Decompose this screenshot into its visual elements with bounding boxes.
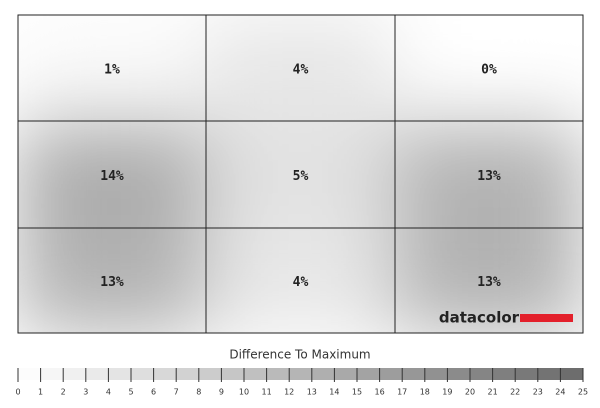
colorbar-swatch	[266, 368, 290, 380]
colorbar-tick-label: 11	[262, 388, 272, 397]
heatmap-cell	[18, 227, 207, 333]
colorbar-tick-label: 20	[465, 388, 475, 397]
colorbar-tick-label: 13	[307, 388, 317, 397]
colorbar: 0 1 2 3 4 5 6 7 8 9 10 11 12 13 14 15 16 17 18 19 20 21 22 23 24…	[15, 368, 588, 397]
colorbar-swatch	[470, 368, 493, 380]
colorbar-swatch	[244, 368, 267, 380]
colorbar-swatch	[108, 368, 131, 380]
colorbar-tick-label: 25	[578, 388, 588, 397]
brand: datacolor	[439, 309, 520, 327]
colorbar-tick-label: 1	[38, 388, 43, 397]
colorbar-swatch	[40, 368, 64, 380]
colorbar-swatch	[334, 368, 357, 380]
colorbar-tick-label: 4	[106, 388, 111, 397]
colorbar-swatch	[198, 368, 222, 380]
colorbar-tick-label: 0	[15, 388, 20, 397]
colorbar-swatch	[379, 368, 403, 380]
colorbar-swatch	[153, 368, 177, 380]
colorbar-swatch	[357, 368, 380, 380]
heatmap-cells	[18, 15, 583, 333]
colorbar-swatch	[402, 368, 425, 380]
colorbar-tick-label: 7	[174, 388, 179, 397]
colorbar-tick-label: 16	[375, 388, 385, 397]
colorbar-title: Difference To Maximum	[229, 348, 370, 362]
heatmap-cell	[394, 15, 583, 122]
brand-bar	[520, 314, 573, 322]
colorbar-tick-label: 19	[442, 388, 452, 397]
cell-label: 1%	[104, 63, 120, 78]
colorbar-swatch	[515, 368, 538, 380]
colorbar-tick-label: 10	[239, 388, 249, 397]
colorbar-tick-label: 5	[128, 388, 133, 397]
colorbar-swatch	[18, 368, 41, 380]
heatmap-cell	[18, 15, 207, 122]
colorbar-swatch	[424, 368, 448, 380]
cell-label: 14%	[100, 169, 124, 184]
heatmap-cell	[18, 120, 207, 229]
colorbar-tick-label: 2	[61, 388, 66, 397]
heatmap-cell	[205, 15, 396, 122]
cell-label: 0%	[481, 63, 497, 78]
colorbar-swatch	[537, 368, 561, 380]
colorbar-tick-label: 14	[329, 388, 339, 397]
colorbar-tick-label: 24	[555, 388, 565, 397]
colorbar-swatch	[176, 368, 199, 380]
colorbar-tick-label: 3	[83, 388, 88, 397]
heatmap-cell	[205, 227, 396, 333]
heatmap-cell	[205, 120, 396, 229]
colorbar-swatch	[560, 368, 583, 380]
cell-labels: 1% 4% 0% 14% 5% 13% 13% 4% 13%	[100, 63, 501, 291]
grid-lines	[18, 15, 583, 333]
plot-border	[17, 14, 584, 334]
colorbar-tick-label: 23	[533, 388, 543, 397]
colorbar-swatch	[221, 368, 244, 380]
cell-label: 5%	[293, 169, 309, 184]
colorbar-swatch	[85, 368, 109, 380]
cell-label: 4%	[293, 63, 309, 78]
colorbar-swatch	[289, 368, 312, 380]
colorbar-tick-label: 15	[352, 388, 362, 397]
colorbar-tick-label: 12	[284, 388, 294, 397]
colorbar-swatch	[447, 368, 470, 380]
colorbar-swatch	[63, 368, 86, 380]
colorbar-tick-label: 18	[420, 388, 430, 397]
cell-label: 13%	[477, 169, 501, 184]
colorbar-tick-label: 21	[488, 388, 498, 397]
heatmap-fill	[18, 15, 583, 333]
colorbar-swatch	[311, 368, 335, 380]
cell-label: 4%	[293, 275, 309, 290]
colorbar-tick-label: 8	[196, 388, 201, 397]
colorbar-tick-label: 17	[397, 388, 407, 397]
cell-label: 13%	[100, 275, 124, 290]
cell-label: 13%	[477, 275, 501, 290]
colorbar-tick-label: 22	[510, 388, 520, 397]
colorbar-swatch	[131, 368, 154, 380]
colorbar-tick-label: 9	[219, 388, 224, 397]
colorbar-tick-label: 6	[151, 388, 156, 397]
colorbar-swatch	[492, 368, 516, 380]
heatmap-cell	[394, 120, 583, 229]
